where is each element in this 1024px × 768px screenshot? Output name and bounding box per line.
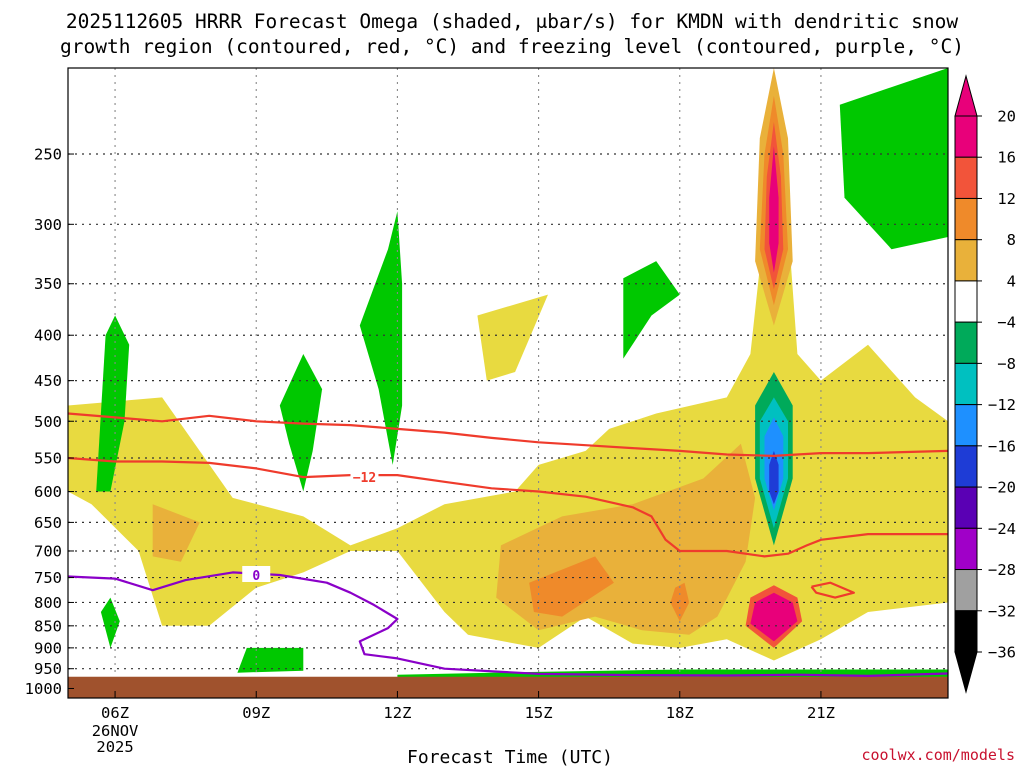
colorbar-label: −12	[988, 396, 1016, 414]
contour-label-bg	[350, 468, 379, 485]
colorbar-band	[954, 362, 978, 406]
colorbar-band	[954, 115, 978, 158]
omega-region	[623, 261, 680, 359]
colorbar-label: 20	[997, 108, 1016, 126]
colorbar-label: −4	[997, 314, 1016, 332]
chart-title-line-1: 2025112605 HRRR Forecast Omega (shaded, …	[66, 10, 958, 33]
y-tick-label: 750	[34, 569, 62, 587]
colorbar-band	[954, 445, 978, 488]
y-tick-label: 250	[34, 146, 62, 164]
contour-line	[68, 571, 948, 677]
plot-frame	[67, 67, 949, 699]
colorbar-top-arrow	[954, 74, 978, 117]
y-tick-label: 450	[34, 372, 62, 390]
y-tick-label: 350	[34, 275, 62, 293]
contour-line	[68, 412, 948, 457]
gridlines	[68, 68, 948, 698]
y-tick-label: 650	[34, 514, 62, 532]
omega-region	[152, 504, 200, 562]
x-tick-label: 12Z	[383, 704, 411, 722]
y-tick-label: 850	[34, 617, 62, 635]
y-tick-label: 900	[34, 639, 62, 657]
omega-region	[477, 294, 548, 381]
colorbar-label: 8	[1007, 231, 1016, 249]
credit-text: coolwx.com/models	[861, 746, 1015, 764]
colorbar-label: 12	[997, 190, 1016, 208]
colorbar-band	[954, 239, 978, 282]
y-tick-label: 1000	[25, 680, 62, 698]
x-tick-label: 15Z	[525, 704, 553, 722]
omega-region	[769, 146, 779, 273]
x-tick-sublabel: 26NOV	[92, 722, 139, 740]
colorbar-label: 4	[1007, 272, 1016, 290]
chart-title-line-2: growth region (contoured, red, °C) and f…	[60, 35, 964, 58]
colorbar: 20 16 12 8 4 −4 −8 −12 −16 −20 −24 −28 −32 −36	[954, 74, 1016, 694]
y-axis-ticks: 250 300 350 400 450 500 550 600 650 700 750 800 850 9…	[25, 146, 74, 698]
temperature-contours: −12 0	[68, 412, 948, 677]
colorbar-label: −36	[988, 644, 1016, 662]
x-tick-label: 09Z	[242, 704, 270, 722]
contour-line	[68, 456, 948, 558]
contour-label: 0	[252, 569, 260, 584]
x-tick-label: 21Z	[807, 704, 835, 722]
omega-region	[359, 211, 403, 465]
contour-label-bg	[242, 565, 271, 582]
colorbar-band	[954, 156, 978, 199]
ground-layer	[68, 676, 948, 698]
omega-region	[100, 597, 120, 648]
colorbar-band	[954, 527, 978, 571]
y-tick-label: 700	[34, 542, 62, 560]
y-tick-label: 500	[34, 413, 62, 431]
colorbar-label: −16	[988, 437, 1016, 455]
colorbar-label: −32	[988, 602, 1016, 620]
x-tick-label: 18Z	[666, 704, 694, 722]
colorbar-band	[954, 280, 978, 323]
colorbar-bottom-arrow	[954, 651, 978, 694]
omega-region	[529, 556, 614, 617]
y-tick-label: 950	[34, 660, 62, 678]
contour-label: −12	[353, 471, 376, 486]
omega-region	[96, 315, 130, 492]
colorbar-label: −20	[988, 479, 1016, 497]
y-tick-label: 400	[34, 327, 62, 345]
omega-region	[769, 450, 779, 505]
colorbar-band	[954, 486, 978, 529]
x-tick-label: 06Z	[101, 704, 129, 722]
colorbar-label: 16	[997, 149, 1016, 167]
omega-region	[397, 669, 948, 679]
colorbar-label: −24	[988, 520, 1016, 538]
y-tick-label: 300	[34, 216, 62, 234]
y-tick-label: 800	[34, 594, 62, 612]
omega-region	[839, 68, 948, 250]
y-tick-label: 550	[34, 449, 62, 467]
colorbar-band	[954, 197, 978, 241]
colorbar-band	[954, 321, 978, 364]
x-axis-label: Forecast Time (UTC)	[407, 747, 613, 768]
colorbar-band	[954, 569, 978, 612]
colorbar-band	[954, 404, 978, 447]
y-tick-label: 600	[34, 483, 62, 501]
x-tick-sublabel: 2025	[96, 738, 133, 756]
colorbar-label: −28	[988, 561, 1016, 579]
omega-region	[750, 592, 798, 642]
colorbar-label: −8	[997, 355, 1016, 373]
contour-line	[810, 581, 855, 599]
omega-region	[237, 647, 304, 673]
colorbar-band	[954, 610, 978, 653]
